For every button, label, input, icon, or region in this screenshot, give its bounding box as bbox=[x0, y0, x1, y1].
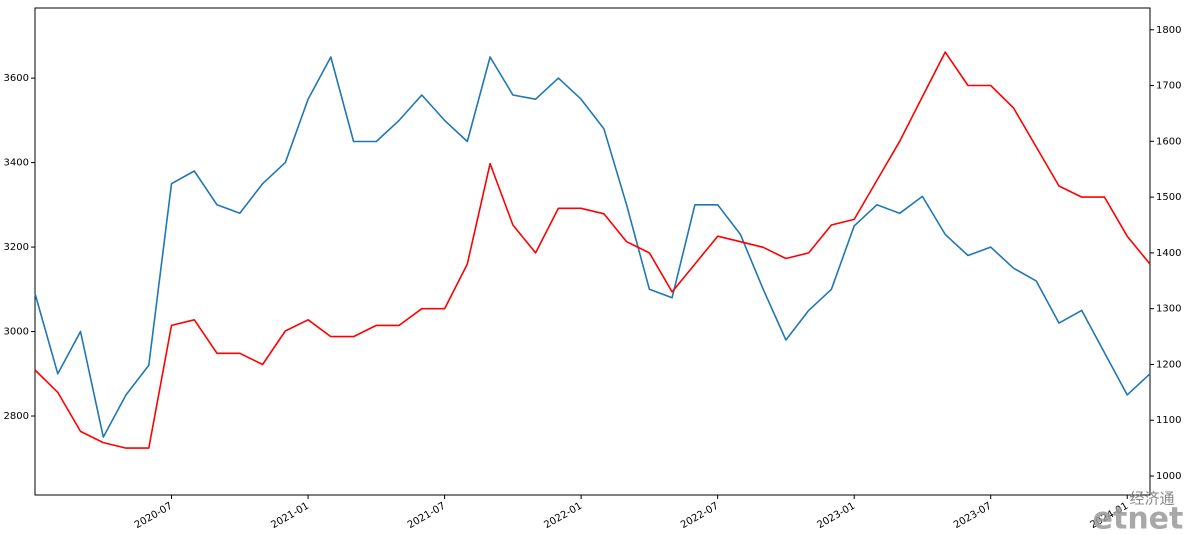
x-tick-label: 2023-01 bbox=[815, 501, 857, 531]
x-tick-label: 2021-01 bbox=[269, 501, 311, 531]
x-tick-label: 2020-07 bbox=[133, 501, 175, 531]
y2-tick-label: 1700 bbox=[1156, 81, 1181, 92]
x-tick-label: 2022-01 bbox=[542, 501, 584, 531]
y2-tick-label: 1300 bbox=[1156, 304, 1181, 315]
y-tick-label: 3400 bbox=[4, 158, 29, 169]
y2-tick-label: 1200 bbox=[1156, 359, 1181, 370]
watermark-text: 经济通 bbox=[1129, 490, 1174, 508]
y2-tick-label: 1600 bbox=[1156, 136, 1181, 147]
y2-tick-label: 1400 bbox=[1156, 248, 1181, 259]
y2-tick-label: 1800 bbox=[1156, 25, 1181, 36]
y-tick-label: 3600 bbox=[4, 73, 29, 84]
y2-tick-label: 1000 bbox=[1156, 471, 1181, 482]
y-tick-label: 3000 bbox=[4, 327, 29, 338]
y-tick-label: 2800 bbox=[4, 411, 29, 422]
x-tick-label: 2022-07 bbox=[679, 501, 721, 531]
series-line bbox=[34, 56, 1151, 438]
y-tick-label: 3200 bbox=[4, 242, 29, 253]
x-tick-label: 2021-07 bbox=[406, 501, 448, 531]
y2-tick-label: 1500 bbox=[1156, 192, 1181, 203]
y2-tick-label: 1100 bbox=[1156, 415, 1181, 426]
series-line bbox=[34, 51, 1151, 449]
plot-frame bbox=[34, 7, 1151, 496]
x-tick-label: 2023-07 bbox=[952, 501, 994, 531]
watermark-logo: etnet bbox=[1093, 502, 1184, 535]
